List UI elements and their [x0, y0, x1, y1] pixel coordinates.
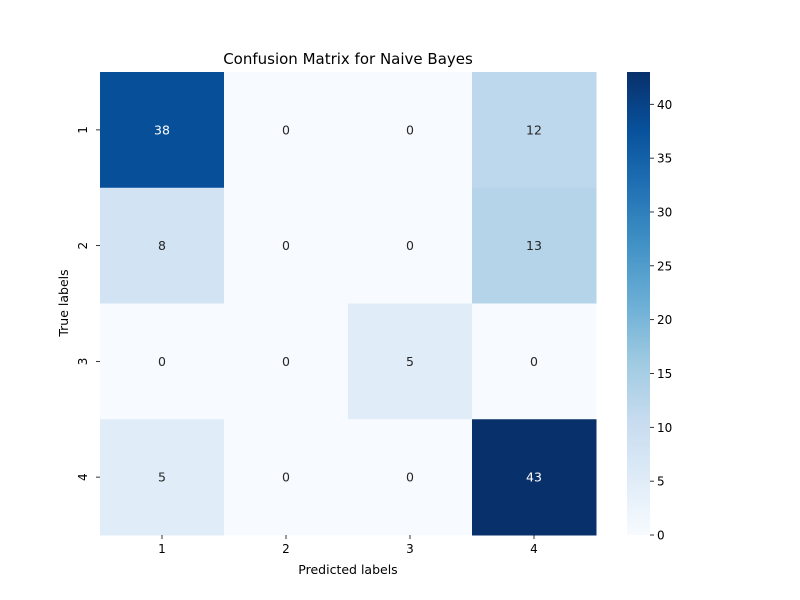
- cell-value-label: 5: [406, 354, 414, 369]
- cell-value-label: 0: [282, 122, 290, 137]
- colorbar-tick-label: 0: [657, 529, 665, 543]
- heatmap-cell: [100, 187, 225, 304]
- heatmap-cell: [348, 419, 473, 536]
- x-tick-label: 1: [158, 542, 166, 556]
- x-axis-label: Predicted labels: [298, 562, 397, 577]
- colorbar-tick-label: 30: [657, 205, 672, 219]
- x-axis-ticks: 1 2 3 4: [158, 535, 538, 556]
- heatmap-cells: 38 0 0 12 8 0 0 13 0 0 5 0 5 0 0 43: [100, 72, 597, 536]
- x-tick-label: 2: [282, 542, 290, 556]
- heatmap-cell: [224, 419, 349, 536]
- y-tick-label: 1: [76, 126, 90, 134]
- cell-value-label: 0: [282, 238, 290, 253]
- cell-value-label: 13: [526, 238, 542, 253]
- colorbar-tick-label: 15: [657, 367, 672, 381]
- heatmap-cell: [472, 187, 597, 304]
- colorbar-tick-label: 5: [657, 475, 665, 489]
- colorbar-tick-label: 25: [657, 259, 672, 273]
- heatmap-cell: [224, 303, 349, 420]
- cell-value-label: 43: [526, 470, 542, 485]
- heatmap-cell: [472, 303, 597, 420]
- y-axis-label: True labels: [56, 269, 71, 337]
- x-tick-label: 3: [406, 542, 414, 556]
- x-tick-label: 4: [530, 542, 538, 556]
- heatmap-cell: [100, 419, 225, 536]
- cell-value-label: 0: [158, 354, 166, 369]
- heatmap-cell: [472, 419, 597, 536]
- cell-value-label: 0: [530, 354, 538, 369]
- chart-title: Confusion Matrix for Naive Bayes: [223, 50, 473, 68]
- cell-value-label: 5: [158, 470, 166, 485]
- cell-value-label: 0: [406, 238, 414, 253]
- heatmap-cell: [472, 72, 597, 189]
- cell-value-label: 12: [526, 122, 542, 137]
- colorbar-tick-label: 35: [657, 152, 672, 166]
- heatmap-cell: [224, 187, 349, 304]
- heatmap-cell: [100, 72, 225, 189]
- colorbar-tick-label: 20: [657, 313, 672, 327]
- colorbar-tick-label: 40: [657, 98, 672, 112]
- colorbar: [627, 72, 650, 535]
- cell-value-label: 0: [406, 470, 414, 485]
- heatmap-cell: [224, 72, 349, 189]
- y-tick-label: 3: [76, 358, 90, 366]
- heatmap-cell: [348, 187, 473, 304]
- cell-value-label: 0: [282, 470, 290, 485]
- y-axis-ticks: 1 2 3 4: [76, 126, 100, 481]
- colorbar-ticks: 0 5 10 15 20 25 30 35 40: [650, 98, 672, 543]
- heatmap-cell: [348, 303, 473, 420]
- cell-value-label: 0: [406, 122, 414, 137]
- y-tick-label: 4: [76, 473, 90, 481]
- heatmap-cell: [100, 303, 225, 420]
- heatmap-cell: [348, 72, 473, 189]
- cell-value-label: 8: [158, 238, 166, 253]
- cell-value-label: 38: [154, 122, 170, 137]
- cell-value-label: 0: [282, 354, 290, 369]
- colorbar-tick-label: 10: [657, 421, 672, 435]
- y-tick-label: 2: [76, 242, 90, 250]
